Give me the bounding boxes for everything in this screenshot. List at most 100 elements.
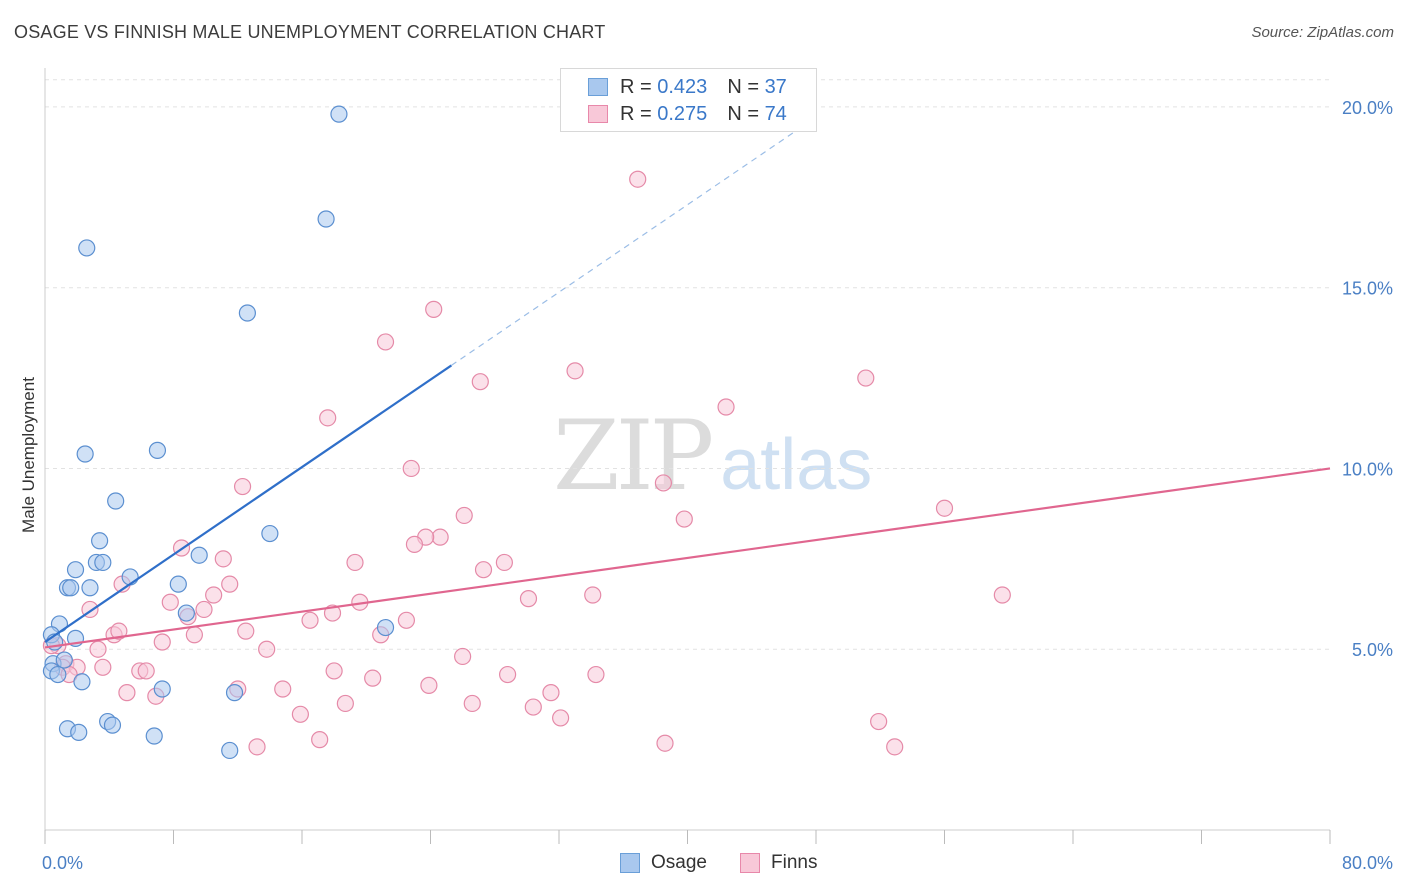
finns-point [325,662,343,680]
osage-point [225,684,244,702]
watermark-zip: ZIP [553,400,714,512]
finns-point [89,640,107,658]
finns-point [405,535,424,553]
osage-swatch [588,78,608,96]
osage-point [49,665,67,684]
finns-point [656,734,674,752]
finns-trend-line [44,467,1331,649]
finns-point [629,170,647,188]
legend-item-osage: Osage [620,852,707,874]
osage-trend-extension [451,116,817,366]
osage-point [55,651,73,669]
y-tick-label: 5.0% [1352,640,1393,660]
finns-r-value: 0.275 [657,102,708,125]
finns-point [495,553,513,572]
osage-point [145,727,163,745]
osage-point [148,441,167,459]
finns-point [195,600,213,619]
osage-point [190,546,208,564]
osage-point [70,723,88,741]
osage-point [121,568,139,586]
osage-point [317,210,335,228]
finns-point [654,474,673,492]
finns-n-label: N = [727,102,759,125]
finns-point [454,647,472,666]
finns-point [993,586,1011,604]
osage-point [330,105,348,123]
y-tick-label: 20.0% [1342,98,1393,118]
finns-point [542,684,560,702]
y-axis-label: Male Unemployment [19,377,38,533]
osage-point [66,561,85,579]
finns-point [274,680,292,698]
watermark-atlas: atlas [720,425,873,505]
finns-point [935,499,954,517]
legend-item-finns: Finns [740,852,817,874]
finns-point [110,622,128,640]
osage-point [78,239,96,257]
legend-osage-label: Osage [651,852,707,873]
finns-point [94,658,112,676]
osage-point [107,492,125,510]
osage-point [376,618,395,637]
finns-point [420,676,438,694]
osage-n-label: N = [727,75,759,98]
osage-point [94,553,112,572]
finns-point [153,633,171,651]
legend-finns-swatch [740,853,760,873]
x-tick-label: 0.0% [42,853,83,873]
osage-point [153,680,171,698]
finns-point [376,333,395,351]
finns-point [221,575,239,593]
osage-r-label: R = [620,75,652,98]
finns-point [205,586,223,604]
chart-title: OSAGE VS FINNISH MALE UNEMPLOYMENT CORRE… [14,22,606,42]
finns-point [463,694,481,713]
finns-point [248,738,266,756]
finns-point [291,705,309,723]
finns-point [214,550,232,568]
finns-point [323,604,342,622]
finns-point [233,477,252,496]
x-tick-label: 80.0% [1342,853,1393,873]
osage-point [261,524,279,543]
finns-point [137,662,155,680]
series-legend: Osage Finns [0,852,1406,876]
finns-point [425,300,443,318]
osage-point [73,673,91,691]
finns-point [301,611,319,629]
osage-point [62,579,80,597]
finns-point [584,586,602,604]
finns-point [857,369,875,387]
finns-point [364,669,382,687]
finns-point [499,665,517,684]
finns-point [675,510,693,528]
finns-point [161,593,179,611]
osage-point [103,716,122,734]
legend-finns-label: Finns [771,852,818,873]
finns-point [552,709,570,727]
finns-point [118,684,136,702]
finns-r-label: R = [620,102,652,125]
finns-point [185,626,203,644]
watermark: ZIP atlas [553,400,872,512]
finns-point [524,698,542,716]
legend-row-osage: R = 0.423 N = 37 [588,75,787,99]
osage-trend-line [44,364,453,643]
finns-point [311,731,329,749]
osage-point [91,532,109,550]
finns-point [519,590,538,608]
osage-point [169,575,187,593]
legend-osage-swatch [620,853,640,873]
finns-point [397,611,416,629]
osage-point [76,445,94,463]
finns-point [237,622,255,640]
finns-point [474,561,493,579]
finns-n-value: 74 [764,102,787,125]
osage-point [177,604,195,622]
y-tick-label: 15.0% [1342,279,1393,299]
legend-row-finns: R = 0.275 N = 74 [588,102,787,126]
finns-point [566,362,584,380]
finns-point [886,738,904,756]
